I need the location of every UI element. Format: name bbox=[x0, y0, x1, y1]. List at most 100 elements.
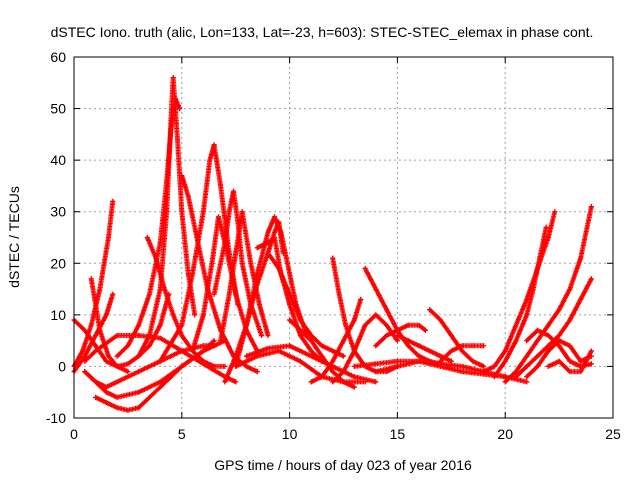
y-axis-label: dSTEC / TECUs bbox=[6, 186, 22, 288]
data-point bbox=[157, 379, 163, 385]
data-point bbox=[524, 312, 530, 318]
data-point bbox=[394, 363, 400, 369]
data-point bbox=[470, 343, 476, 349]
series-arc-am bbox=[524, 338, 594, 380]
data-point bbox=[125, 343, 131, 349]
data-point bbox=[351, 363, 357, 369]
data-point bbox=[405, 343, 411, 349]
data-point bbox=[351, 317, 357, 323]
data-point bbox=[578, 255, 584, 261]
data-point bbox=[222, 379, 228, 385]
series-markers bbox=[93, 338, 228, 413]
data-point bbox=[513, 338, 519, 344]
series-arc-ab bbox=[373, 322, 428, 349]
data-point bbox=[147, 343, 152, 349]
data-point bbox=[351, 384, 357, 390]
data-point bbox=[341, 338, 346, 344]
data-point bbox=[448, 333, 454, 338]
data-point bbox=[297, 333, 303, 338]
data-point bbox=[481, 343, 487, 349]
data-point bbox=[276, 219, 282, 225]
data-point bbox=[319, 353, 325, 359]
data-point bbox=[93, 348, 99, 354]
data-point bbox=[226, 209, 232, 215]
data-point bbox=[416, 343, 422, 349]
data-point bbox=[330, 348, 336, 354]
data-point bbox=[103, 358, 109, 364]
x-tick-label: 20 bbox=[497, 426, 513, 442]
data-point bbox=[231, 188, 236, 194]
data-point bbox=[233, 353, 239, 359]
data-point bbox=[405, 322, 411, 328]
y-tick-label: 50 bbox=[50, 101, 66, 117]
data-point bbox=[106, 235, 111, 240]
data-point bbox=[416, 358, 422, 364]
data-point bbox=[330, 358, 336, 364]
data-point bbox=[147, 333, 152, 338]
data-point bbox=[110, 198, 116, 204]
data-point bbox=[114, 379, 120, 385]
data-point bbox=[185, 193, 191, 199]
data-point bbox=[222, 240, 228, 246]
data-point bbox=[211, 291, 217, 297]
data-point bbox=[384, 307, 390, 313]
data-point bbox=[265, 229, 271, 235]
data-point bbox=[211, 363, 217, 369]
data-point bbox=[103, 312, 109, 318]
data-point bbox=[530, 286, 536, 292]
data-point bbox=[272, 235, 277, 240]
data-point bbox=[394, 327, 400, 333]
data-point bbox=[157, 384, 163, 390]
data-point bbox=[190, 348, 196, 354]
data-point bbox=[545, 322, 551, 328]
data-point bbox=[567, 317, 573, 323]
data-point bbox=[103, 400, 109, 405]
data-point bbox=[93, 343, 99, 349]
data-point bbox=[259, 333, 265, 338]
data-point bbox=[200, 343, 206, 349]
data-point bbox=[114, 394, 120, 400]
data-point bbox=[185, 271, 191, 277]
data-point bbox=[82, 358, 88, 364]
data-point bbox=[93, 394, 99, 400]
data-point bbox=[513, 374, 519, 380]
series-arc-y bbox=[308, 296, 364, 385]
data-point bbox=[82, 327, 88, 333]
data-point bbox=[192, 312, 198, 318]
data-point bbox=[567, 369, 573, 375]
series-arc-an bbox=[545, 348, 594, 375]
data-point bbox=[136, 389, 142, 395]
data-point bbox=[125, 407, 131, 413]
data-point bbox=[157, 335, 163, 341]
data-point bbox=[481, 369, 487, 375]
data-point bbox=[438, 363, 443, 369]
series-arc-f bbox=[82, 343, 217, 390]
data-point bbox=[233, 379, 239, 385]
y-tick-label: 0 bbox=[58, 358, 66, 374]
data-point bbox=[248, 260, 254, 266]
data-point bbox=[459, 348, 465, 354]
x-tick-label: 15 bbox=[390, 426, 406, 442]
data-point bbox=[578, 369, 584, 375]
data-point bbox=[567, 358, 573, 364]
data-point bbox=[438, 358, 443, 364]
data-point bbox=[265, 345, 271, 351]
data-point bbox=[244, 322, 249, 328]
data-point bbox=[157, 286, 163, 292]
data-point bbox=[308, 379, 314, 385]
data-point bbox=[244, 363, 249, 369]
x-axis-label: GPS time / hours of day 023 of year 2016 bbox=[214, 457, 472, 473]
data-point bbox=[513, 322, 519, 328]
series-arc-o bbox=[211, 188, 265, 338]
data-point bbox=[297, 327, 303, 333]
data-point bbox=[97, 286, 103, 292]
series-arc-af bbox=[373, 358, 530, 385]
data-point bbox=[319, 374, 325, 380]
data-point bbox=[114, 405, 120, 411]
series-arc-m bbox=[157, 142, 241, 364]
data-point bbox=[209, 260, 215, 266]
data-point bbox=[459, 363, 465, 369]
data-point bbox=[556, 307, 562, 313]
data-point bbox=[287, 343, 293, 349]
